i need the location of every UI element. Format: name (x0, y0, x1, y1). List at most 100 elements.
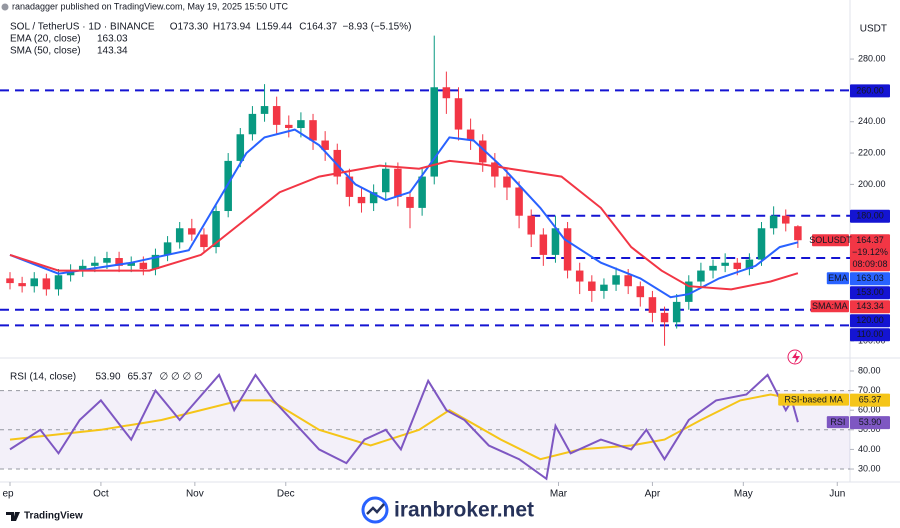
candle-body (794, 226, 802, 241)
candle-body (551, 228, 560, 255)
price-label-box (850, 328, 890, 342)
candle-body (406, 196, 414, 208)
y-tick-label: 220.00 (858, 147, 886, 157)
x-tick-label: May (734, 489, 753, 500)
candle-body (285, 124, 293, 128)
candle-body (127, 262, 135, 266)
candle-body (345, 176, 354, 197)
candle-body (527, 215, 535, 235)
axis-tag: SMA:MA (812, 301, 848, 311)
y-tick-label: 70.00 (858, 385, 881, 395)
candle-body (685, 281, 693, 302)
y-tick-label: 240.00 (858, 116, 886, 126)
candle-body (636, 286, 645, 298)
ohlc-value: L159.44 (256, 22, 293, 33)
candle-body (248, 113, 257, 135)
price-label: 110.00 (857, 329, 884, 339)
y-tick-label: 60.00 (858, 405, 881, 415)
axis-tag-box (778, 393, 849, 406)
candle-body (600, 284, 608, 291)
candle-body (42, 278, 51, 290)
candle-body (478, 140, 487, 163)
candle-body (200, 234, 208, 248)
candle-body (612, 275, 620, 285)
last-price-text: 164.37 (856, 235, 884, 245)
candle-body (260, 106, 269, 114)
candle-body (648, 297, 657, 313)
x-tick-label: Apr (645, 489, 661, 500)
candle-body (333, 149, 342, 177)
x-tick-label: ep (2, 489, 14, 500)
last-price-text: 08:09:08 (852, 259, 887, 269)
price-label-box (850, 416, 890, 430)
candle-body (224, 160, 232, 212)
candle-body (369, 192, 378, 204)
candle-body (103, 258, 111, 263)
axis-tag: EMA (828, 273, 848, 283)
candle-body (139, 262, 148, 269)
price-label: 65.37 (859, 395, 882, 405)
candle-body (454, 98, 463, 130)
candle-body (539, 234, 548, 255)
price-label-box (850, 314, 890, 328)
watermark-ring (361, 496, 389, 524)
price-label-box (850, 84, 890, 98)
candle-body (30, 278, 38, 287)
candle-body (418, 176, 426, 208)
price-label: 53.90 (859, 417, 882, 427)
price-label-box (850, 272, 890, 286)
candle-body (272, 106, 281, 125)
avatar (1, 3, 9, 11)
candle-body (357, 196, 366, 204)
rsi-header-value: 65.37 (128, 372, 153, 383)
indicator-line (9, 373, 799, 481)
candle-body (175, 228, 184, 243)
indicator-line (9, 159, 799, 291)
candle-body (697, 270, 705, 282)
y-tick-label: 80.00 (858, 365, 881, 375)
chart-title: SOL / TetherUS · 1D · BINANCE (10, 22, 155, 33)
candle-body (503, 176, 511, 188)
last-price-box (850, 234, 890, 272)
candle-body (745, 259, 754, 269)
candle-body (151, 254, 160, 269)
alert-icon (792, 351, 800, 364)
price-label-box (850, 300, 890, 314)
axis-tag-box (826, 416, 849, 429)
ohlc-value: C164.37 (299, 22, 337, 33)
candle-body (78, 265, 87, 271)
watermark-arrow (366, 503, 385, 515)
price-label-box (850, 286, 890, 300)
price-label: 153.00 (856, 287, 884, 297)
candle-body (769, 215, 778, 229)
ohlc-value: H173.94 (213, 22, 251, 33)
candle-body (757, 228, 766, 260)
candle-body (382, 168, 390, 193)
candle-body (624, 275, 632, 287)
price-label: 143.34 (856, 301, 884, 311)
publisher: ranadagger published on TradingView.com,… (12, 1, 289, 11)
candle-body (236, 134, 245, 161)
alert-icon-ring (787, 349, 803, 365)
price-label: 260.00 (856, 85, 884, 95)
axis-tag: RSI (830, 417, 845, 427)
candle-body (660, 312, 669, 323)
y-tick-label: 40.00 (858, 444, 881, 454)
candle-body (66, 270, 75, 276)
watermark-logo (361, 496, 389, 524)
candle-body (212, 211, 220, 248)
indicator-line (9, 128, 799, 299)
axis-tag-box (810, 300, 849, 313)
candle-body (163, 242, 172, 255)
candle-body (588, 281, 596, 291)
candle-body (442, 87, 451, 99)
candle-body (394, 168, 402, 197)
candle-body (466, 129, 475, 141)
x-tick-label: Oct (93, 489, 109, 500)
candle-body (188, 228, 196, 235)
indicator-name: EMA (20, close) (10, 34, 81, 45)
candle-body (309, 120, 317, 141)
candle-body (575, 270, 584, 282)
ohlc-value: −8.93 (−5.15%) (343, 22, 412, 33)
